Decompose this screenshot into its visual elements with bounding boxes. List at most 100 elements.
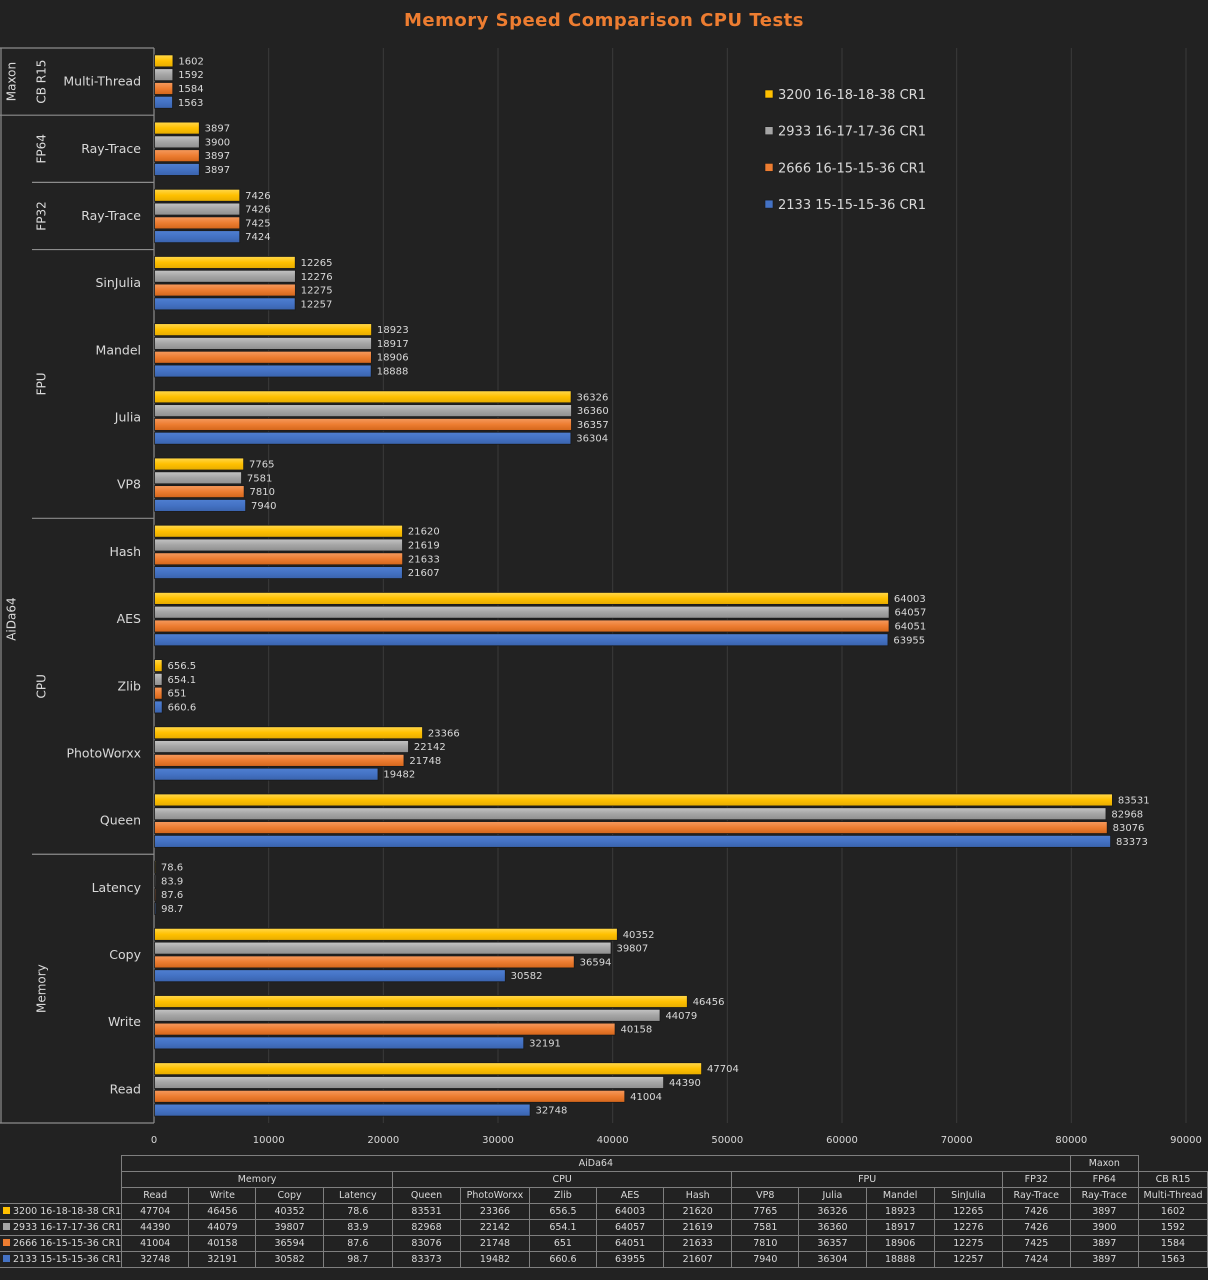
table-cell: 1584 [1138, 1235, 1208, 1252]
table-column-header: Write [188, 1187, 257, 1204]
table-group-header: AiDa64 [121, 1155, 1071, 1172]
bar [154, 390, 572, 404]
data-label: 23366 [428, 728, 460, 739]
data-label: 3900 [205, 137, 230, 148]
subgroup-label: CB R15 [35, 60, 49, 104]
table-cell: 1592 [1138, 1219, 1208, 1236]
legend-swatch [764, 89, 774, 99]
table-cell: 7810 [731, 1235, 800, 1252]
bar [154, 121, 200, 135]
category-label: Read [110, 1081, 141, 1096]
table-cell: 83.9 [322, 1219, 393, 1236]
data-label: 7810 [250, 487, 275, 498]
bar [154, 860, 156, 874]
series-label: 2133 15-15-15-36 CR1 [13, 1254, 122, 1265]
x-tick-label: 10000 [253, 1135, 285, 1146]
table-cell: 1602 [1138, 1203, 1208, 1220]
bar [154, 404, 572, 418]
bar [154, 619, 890, 633]
data-label: 83076 [1113, 823, 1145, 834]
bar [154, 726, 423, 740]
table-group-header: Maxon [1069, 1155, 1140, 1172]
data-label: 12265 [301, 258, 333, 269]
data-label: 36360 [577, 406, 609, 417]
bar [154, 499, 247, 512]
legend-key-swatch [3, 1207, 10, 1214]
bar [154, 323, 372, 337]
table-cell: 36304 [798, 1251, 867, 1268]
table-subgroup-header: FP32 [1002, 1171, 1071, 1188]
subgroup-label: CPU [35, 674, 49, 698]
bar [154, 995, 688, 1008]
table-series-name: 2933 16-17-17-36 CR1 [0, 1219, 123, 1236]
table-cell: 21619 [663, 1219, 733, 1236]
bar [154, 1076, 665, 1089]
table-cell: 36594 [255, 1235, 324, 1252]
data-label: 651 [167, 689, 186, 700]
table-column-header: Julia [798, 1187, 867, 1204]
bar [154, 1103, 531, 1117]
legend-swatch [764, 199, 774, 209]
legend-entry: 2933 16-17-17-36 CR1 [778, 125, 926, 140]
x-tick-label: 20000 [367, 1135, 399, 1146]
legend-key-swatch [3, 1239, 10, 1246]
legend-swatch [764, 126, 774, 135]
table-column-header: SinJulia [933, 1187, 1004, 1204]
table-column-header: Multi-Thread [1138, 1187, 1208, 1204]
data-label: 47704 [707, 1064, 739, 1075]
category-label: Queen [100, 813, 141, 828]
x-tick-label: 0 [151, 1135, 157, 1146]
data-label: 656.5 [168, 661, 197, 672]
data-label: 7940 [251, 501, 276, 512]
bar [154, 927, 618, 941]
data-label: 3897 [205, 165, 230, 176]
data-label: 18888 [377, 367, 409, 378]
data-label: 21619 [408, 541, 440, 552]
legend-entry: 2133 15-15-15-36 CR1 [778, 198, 926, 213]
data-label: 21607 [408, 568, 440, 579]
table-column-header: Ray-Trace [1002, 1187, 1071, 1204]
data-label: 36594 [580, 957, 612, 968]
data-label: 40158 [620, 1025, 652, 1036]
table-cell: 21620 [663, 1203, 733, 1220]
subgroup-label: Memory [35, 964, 49, 1013]
table-row: 2133 15-15-15-36 CR1 32748 32191 30582 98.7 8… [0, 1251, 1208, 1268]
bar [154, 364, 372, 378]
bar [154, 256, 296, 269]
data-label: 83531 [1118, 795, 1150, 806]
bar [154, 431, 572, 445]
data-label: 1592 [178, 70, 203, 81]
table-series-name: 2666 16-15-15-36 CR1 [0, 1235, 123, 1252]
data-label: 12257 [301, 299, 333, 310]
data-label: 1602 [178, 56, 203, 67]
data-label: 87.6 [161, 890, 183, 901]
data-label: 78.6 [161, 863, 183, 874]
legend-key-swatch [3, 1223, 10, 1230]
bar [154, 54, 174, 68]
chart-plot: 0 10000 20000 30000 40000 50000 60000 70000 8000… [0, 47, 1202, 1146]
subgroup-label: FP32 [35, 201, 49, 230]
series-label: 2666 16-15-15-36 CR1 [13, 1238, 122, 1249]
bar [154, 82, 174, 95]
bar [154, 969, 506, 983]
table-cell: 64051 [595, 1235, 665, 1252]
table-cell: 83531 [391, 1203, 462, 1220]
data-label: 7581 [247, 473, 272, 484]
data-label: 3897 [205, 124, 230, 135]
bar [154, 1062, 703, 1076]
table-header-row: AiDa64 Maxon [0, 1155, 1208, 1172]
table-column-header: Hash [663, 1187, 733, 1204]
table-cell: 1563 [1138, 1251, 1208, 1268]
data-label: 3897 [205, 151, 230, 162]
data-label: 32191 [529, 1038, 561, 1049]
bar [154, 1022, 616, 1036]
table-cell: 12265 [933, 1203, 1004, 1220]
category-label: SinJulia [95, 275, 141, 290]
table-cell: 41004 [121, 1235, 190, 1252]
category-label: Write [108, 1014, 141, 1029]
table-cell: 651 [528, 1235, 597, 1252]
data-label: 32748 [536, 1106, 568, 1117]
bar [154, 834, 1112, 848]
category-label: Ray-Trace [81, 208, 141, 223]
data-label: 1563 [178, 98, 203, 109]
